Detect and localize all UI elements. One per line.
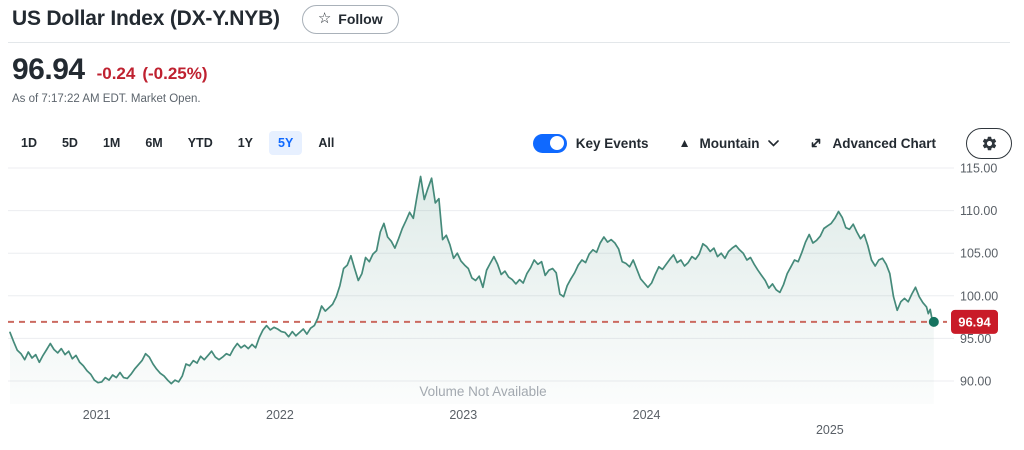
price-chart[interactable]: 115.00 110.00 105.00 100.00 95.00 90.00 96.94 V…	[0, 160, 1024, 445]
x-axis-label: 2022	[266, 408, 294, 422]
price-change: -0.24 (-0.25%)	[97, 64, 208, 84]
as-of-timestamp: As of 7:17:22 AM EDT. Market Open.	[12, 93, 201, 105]
star-icon: ☆	[317, 10, 332, 27]
expand-diagonal-icon	[812, 138, 821, 148]
key-events-label: Key Events	[575, 135, 649, 151]
chart-type-dropdown[interactable]: ▲ Mountain	[679, 136, 780, 151]
follow-button-label: Follow	[338, 10, 383, 27]
price-row: 96.94 -0.24 (-0.25%)	[12, 53, 208, 87]
toggle-knob	[550, 136, 565, 150]
x-axis-label: 2023	[449, 408, 477, 422]
chart-type-label: Mountain	[699, 135, 760, 151]
range-tab-1m[interactable]: 1M	[94, 131, 129, 155]
current-price-badge-label: 96.94	[958, 314, 991, 329]
chart-controls: Key Events ▲ Mountain Advanced Chart	[532, 127, 1012, 159]
range-tab-1y[interactable]: 1Y	[229, 131, 262, 155]
price-line	[9, 175, 935, 385]
x-axis-label: 2021	[83, 408, 111, 422]
header-divider	[8, 42, 1010, 43]
range-tab-ytd[interactable]: YTD	[179, 131, 222, 155]
price-area-fill	[10, 176, 934, 404]
range-tabs: 1D 5D 1M 6M YTD 1Y 5Y All	[12, 131, 343, 155]
range-tab-all[interactable]: All	[309, 131, 343, 155]
range-tab-1d[interactable]: 1D	[12, 131, 46, 155]
x-axis-label: 2025	[816, 423, 844, 437]
advanced-chart-label: Advanced Chart	[832, 135, 936, 151]
price-change-value: -0.24	[96, 64, 136, 83]
key-events-control[interactable]: Key Events	[532, 133, 649, 153]
x-axis-label: 2024	[633, 408, 661, 422]
range-tab-5d[interactable]: 5D	[53, 131, 87, 155]
page-title: US Dollar Index (DX-Y.NYB)	[12, 7, 280, 31]
y-axis-label: 90.00	[960, 375, 991, 389]
y-axis-label: 115.00	[960, 162, 997, 176]
range-tab-5y[interactable]: 5Y	[269, 131, 303, 155]
y-axis-label: 100.00	[960, 289, 998, 303]
quote-header: US Dollar Index (DX-Y.NYB) ☆ Follow	[12, 5, 399, 34]
chart-settings-button[interactable]	[966, 127, 1012, 159]
y-axis-label: 95.00	[960, 332, 991, 346]
range-tab-6m[interactable]: 6M	[136, 131, 171, 155]
mountain-chart-svg[interactable]: 115.00 110.00 105.00 100.00 95.00 90.00 96.94 V…	[0, 160, 1024, 445]
chart-toolbar: 1D 5D 1M 6M YTD 1Y 5Y All Key Events ▲ Mountain…	[12, 127, 1012, 159]
current-price: 96.94	[12, 53, 85, 86]
mountain-icon: ▲	[678, 136, 691, 150]
y-axis-label: 105.00	[960, 247, 998, 261]
follow-button[interactable]: ☆ Follow	[301, 5, 399, 34]
last-price-dot	[928, 316, 939, 327]
chevron-down-icon	[768, 139, 780, 147]
key-events-toggle[interactable]	[532, 133, 567, 153]
price-change-percent: (-0.25%)	[142, 64, 208, 83]
current-price-badge	[951, 309, 998, 334]
gear-icon	[982, 136, 996, 150]
y-axis-label: 110.00	[960, 204, 997, 218]
volume-note: Volume Not Available	[419, 384, 546, 399]
advanced-chart-link[interactable]: Advanced Chart	[809, 136, 936, 151]
